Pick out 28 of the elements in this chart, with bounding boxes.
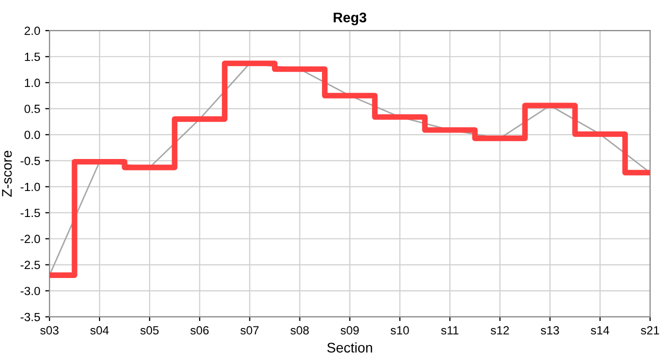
y-tick-label: -3.0 (20, 286, 40, 296)
y-tick-label: 2.0 (24, 26, 40, 35)
x-tick-label: s14 (590, 326, 610, 334)
y-tick-label: -1.0 (20, 182, 40, 192)
chart-title: Reg3 (334, 12, 366, 26)
x-tick-label: s06 (190, 326, 209, 334)
y-tick-label: 0.5 (24, 104, 40, 114)
x-axis-title: Section (327, 342, 372, 353)
x-tick-label: s09 (340, 326, 359, 334)
x-tick-label: s10 (390, 326, 409, 334)
y-tick-label: 0.0 (24, 130, 40, 140)
x-tick-label: s12 (490, 326, 509, 334)
x-tick-label: s21 (640, 326, 660, 334)
y-tick-label: 1.5 (24, 52, 40, 62)
x-tick-label: s11 (441, 326, 458, 334)
y-tick-label: -2.5 (20, 260, 40, 270)
x-tick-label: s05 (140, 326, 159, 334)
y-tick-label: -2.0 (20, 234, 40, 244)
y-tick-label: 1.0 (24, 78, 40, 88)
x-tick-label: s08 (290, 326, 309, 334)
x-tick-label: s04 (90, 326, 109, 334)
x-tick-label: s07 (240, 326, 259, 334)
y-tick-label: -1.5 (20, 208, 40, 218)
y-tick-label: -0.5 (20, 156, 40, 166)
y-axis-title: Z-score (2, 150, 12, 197)
y-tick-label: -3.5 (20, 312, 40, 322)
x-tick-label: s13 (540, 326, 559, 334)
x-tick-label: s03 (40, 326, 58, 334)
